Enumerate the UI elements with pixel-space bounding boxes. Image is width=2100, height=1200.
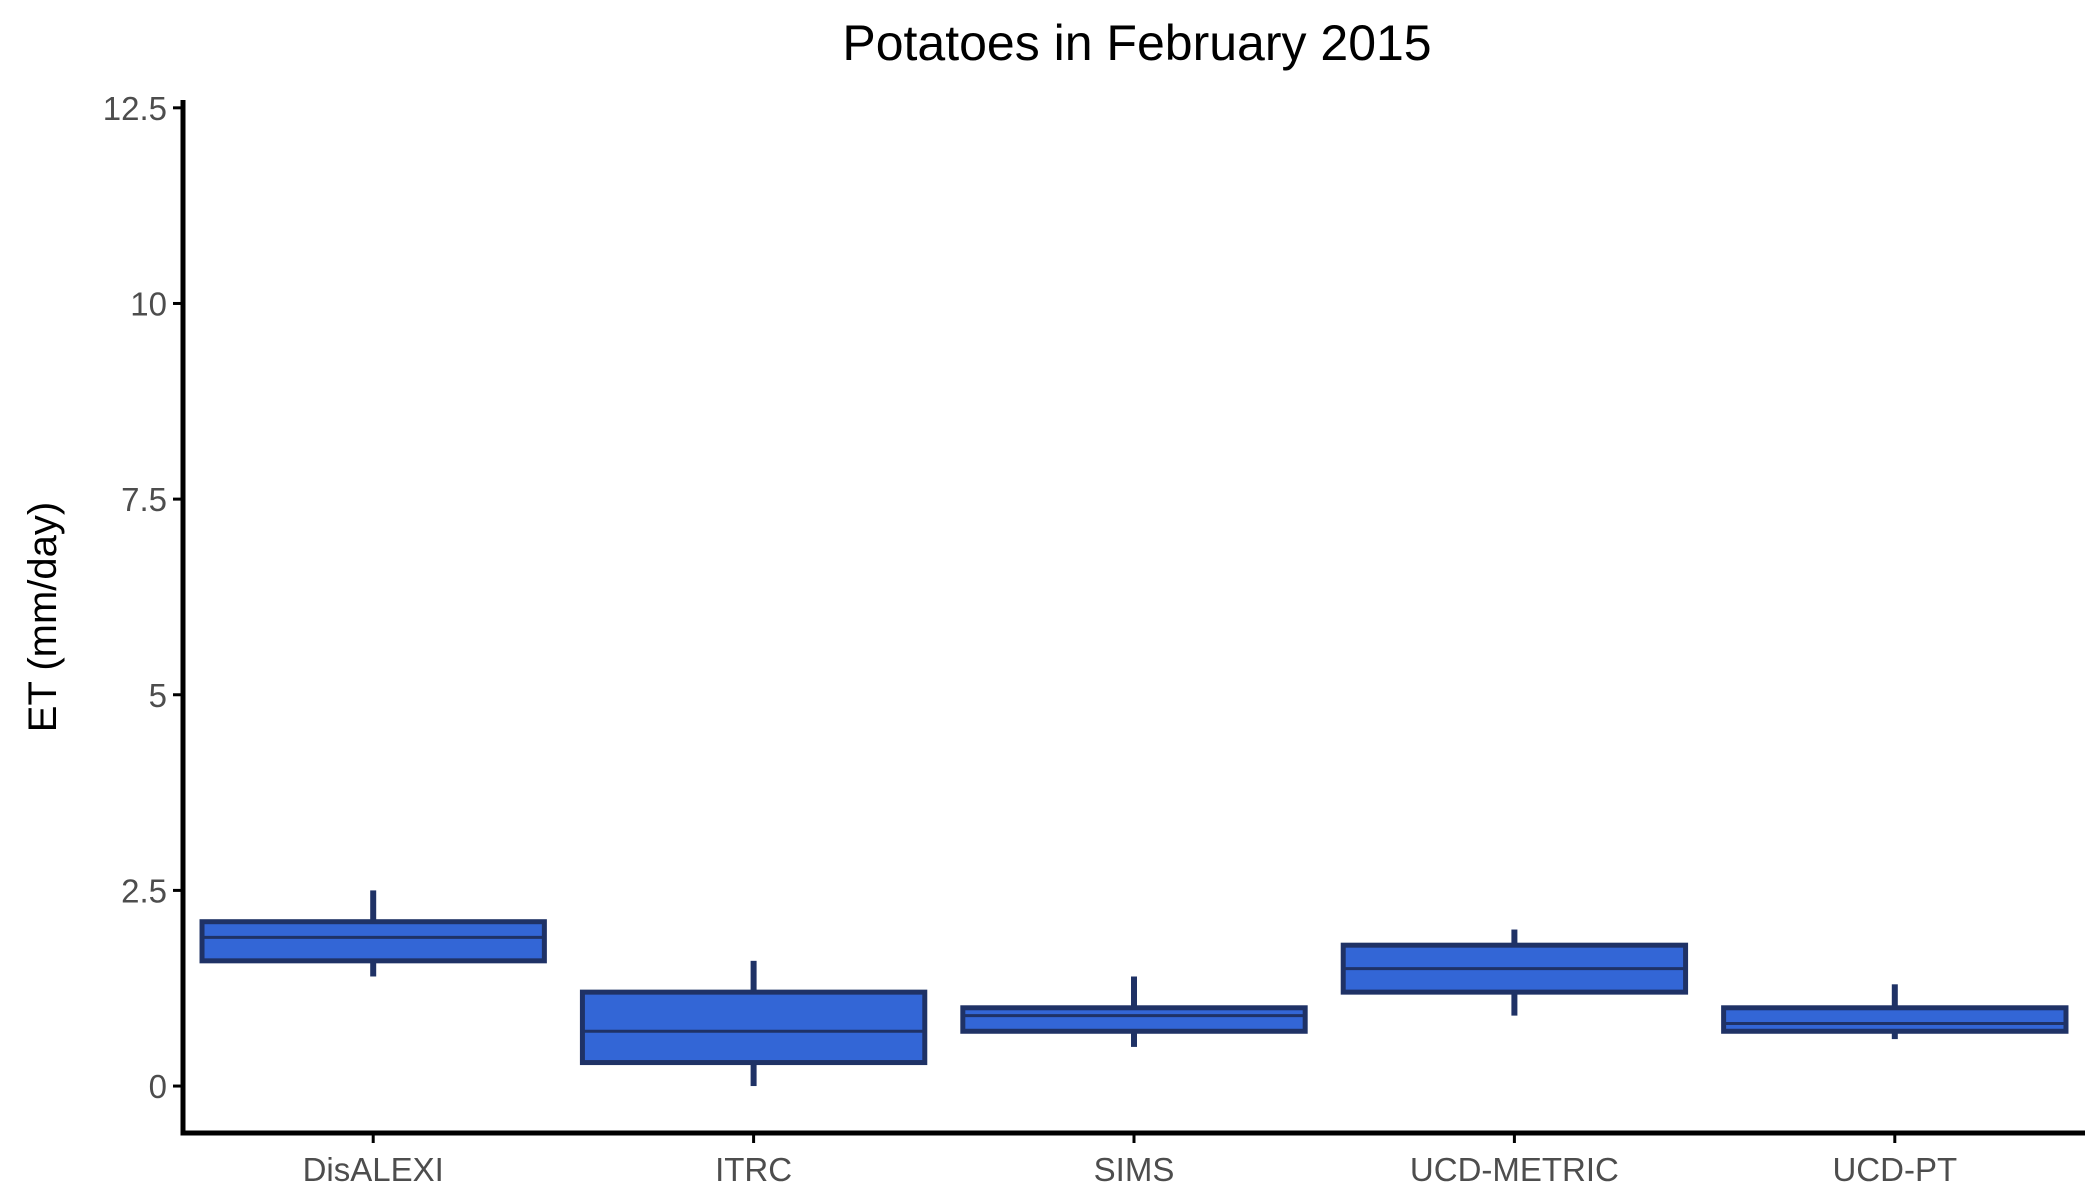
x-tick-label: SIMS bbox=[1094, 1151, 1175, 1188]
y-tick-label: 12.5 bbox=[103, 90, 167, 127]
x-tick-label: DisALEXI bbox=[303, 1151, 444, 1188]
y-axis-label: ET (mm/day) bbox=[21, 502, 65, 732]
y-tick-label: 10 bbox=[130, 285, 167, 322]
plot-area: 0 2.5 5 7.5 10 12.5 DisALEXI ITRC SIMS UCD-METRIC… bbox=[103, 90, 2085, 1188]
x-tick-label: UCD-PT bbox=[1832, 1151, 1957, 1188]
y-tick-label: 7.5 bbox=[121, 481, 167, 518]
x-tick-label: UCD-METRIC bbox=[1410, 1151, 1619, 1188]
y-tick-label: 0 bbox=[149, 1068, 167, 1105]
y-tick-label: 2.5 bbox=[121, 872, 167, 909]
box-disalexi bbox=[199, 919, 547, 964]
box-itrc bbox=[579, 989, 928, 1066]
chart-title: Potatoes in February 2015 bbox=[842, 15, 1431, 71]
x-tick-label: ITRC bbox=[715, 1151, 792, 1188]
box-sims bbox=[960, 1005, 1308, 1034]
box-ucd-pt bbox=[1721, 1005, 2069, 1034]
y-tick-label: 5 bbox=[149, 677, 167, 714]
